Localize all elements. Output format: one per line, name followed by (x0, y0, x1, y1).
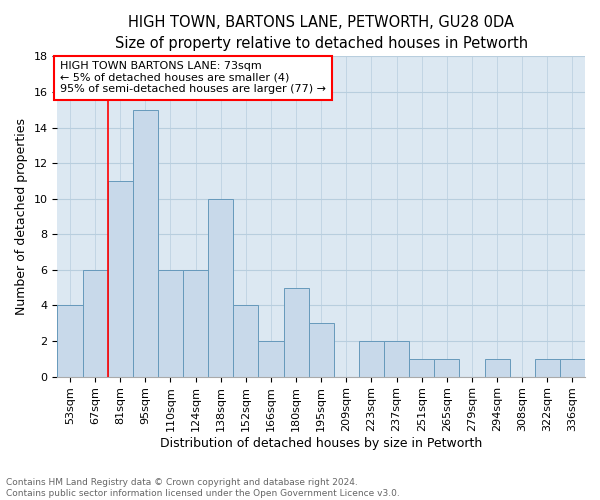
Bar (485, 359, 509, 376)
X-axis label: Distribution of detached houses by size in Petworth: Distribution of detached houses by size … (160, 437, 482, 450)
Bar (183, 270, 208, 376)
Text: HIGH TOWN BARTONS LANE: 73sqm
← 5% of detached houses are smaller (4)
95% of sem: HIGH TOWN BARTONS LANE: 73sqm ← 5% of de… (60, 61, 326, 94)
Bar (560, 359, 585, 376)
Bar (58, 306, 83, 376)
Text: Contains HM Land Registry data © Crown copyright and database right 2024.
Contai: Contains HM Land Registry data © Crown c… (6, 478, 400, 498)
Bar (434, 359, 460, 376)
Bar (308, 323, 334, 376)
Bar (284, 288, 308, 376)
Bar (233, 306, 259, 376)
Bar (208, 198, 233, 376)
Bar (133, 110, 158, 376)
Bar (409, 359, 434, 376)
Bar (359, 341, 384, 376)
Title: HIGH TOWN, BARTONS LANE, PETWORTH, GU28 0DA
Size of property relative to detache: HIGH TOWN, BARTONS LANE, PETWORTH, GU28 … (115, 15, 528, 51)
Bar (83, 270, 107, 376)
Bar (259, 341, 284, 376)
Bar (535, 359, 560, 376)
Bar (107, 181, 133, 376)
Y-axis label: Number of detached properties: Number of detached properties (15, 118, 28, 315)
Bar (158, 270, 183, 376)
Bar (384, 341, 409, 376)
